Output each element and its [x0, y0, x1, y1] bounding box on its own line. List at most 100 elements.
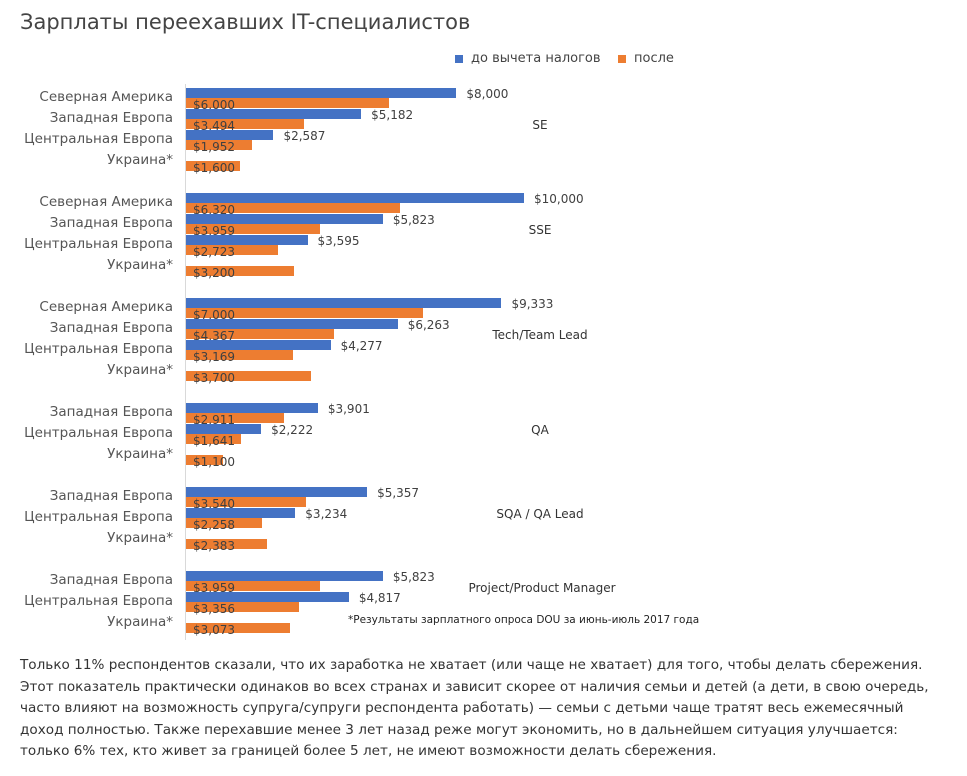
bar-after: [186, 371, 312, 381]
country-label: Украина*: [107, 446, 173, 462]
value-label-after: $3,700: [193, 371, 235, 385]
value-label-after: $4,367: [193, 329, 235, 343]
bar-after: [186, 602, 300, 612]
value-label-after: $2,911: [193, 413, 235, 427]
value-label-after: $1,100: [193, 455, 235, 469]
value-label-before: $9,333: [511, 297, 554, 311]
bar-after: [186, 539, 267, 549]
bar-before: [186, 487, 368, 497]
legend-label: после: [634, 51, 674, 66]
value-label-before: $10,000: [534, 192, 584, 206]
value-label-before: $2,222: [271, 423, 314, 437]
bar-after: [186, 434, 242, 444]
bar-after: [186, 245, 279, 255]
value-label-after: $1,600: [193, 161, 235, 175]
bar-after: [186, 266, 295, 276]
value-label-before: $5,823: [392, 213, 435, 227]
value-label-before: $3,595: [317, 234, 360, 248]
bar-after: [186, 497, 306, 507]
value-label-before: $3,901: [327, 402, 370, 416]
bar-after: [186, 350, 294, 360]
country-label: Северная Америка: [39, 299, 173, 315]
legend-before: до вычета налогов: [455, 51, 601, 66]
value-label-after: $3,073: [193, 623, 235, 637]
value-label-before: $4,817: [358, 591, 401, 605]
value-label-before: $5,823: [392, 570, 435, 584]
country-label: Западная Европа: [49, 110, 173, 126]
bar-chart: Северная Америка $8,000 $6,000 Западная Евр…: [24, 84, 616, 640]
group-label: SE: [532, 118, 548, 132]
value-label-after: $3,356: [193, 602, 235, 616]
group-label: SQA / QA Lead: [496, 506, 584, 521]
chart-title: Зарплаты переехавших IT-специалистов: [20, 10, 471, 34]
bar-after: [186, 161, 241, 171]
bar-before: [186, 88, 457, 98]
value-label-after: $3,200: [193, 266, 235, 280]
value-label-after: $7,000: [193, 308, 235, 322]
bar-after: [186, 308, 423, 318]
value-label-before: $6,263: [407, 318, 450, 332]
country-label: Северная Америка: [39, 194, 173, 210]
bar-before: [186, 571, 383, 581]
country-label: Центральная Европа: [24, 509, 173, 525]
value-label-before: $2,587: [283, 129, 326, 143]
bar-before: [186, 193, 524, 203]
country-label: Западная Европа: [49, 572, 173, 588]
bar-before: [186, 214, 383, 224]
value-label-before: $3,234: [305, 507, 348, 521]
country-label: Западная Европа: [49, 320, 173, 336]
country-label: Центральная Европа: [24, 593, 173, 609]
bar-after: [186, 581, 320, 591]
country-label: Украина*: [107, 152, 173, 168]
bar-after: [186, 413, 285, 423]
country-label: Центральная Европа: [24, 131, 173, 147]
value-label-before: $8,000: [466, 87, 509, 101]
value-label-after: $3,959: [193, 224, 235, 238]
value-label-after: $2,723: [193, 245, 235, 259]
bar-after: [186, 119, 305, 129]
country-label: Западная Европа: [49, 488, 173, 504]
bar-before: [186, 592, 349, 602]
country-label: Центральная Европа: [24, 341, 173, 357]
y-axis-line: [185, 84, 186, 640]
bar-after: [186, 224, 320, 234]
value-label-before: $4,277: [340, 339, 383, 353]
bar-after: [186, 623, 290, 633]
bar-before: [186, 424, 262, 434]
country-label: Центральная Европа: [24, 236, 173, 252]
bar-before: [186, 340, 331, 350]
bar-before: [186, 508, 296, 518]
value-label-after: $3,169: [193, 350, 235, 364]
country-label: Северная Америка: [39, 89, 173, 105]
group-label: SSE: [528, 223, 552, 237]
country-label: Западная Европа: [49, 404, 173, 420]
legend-swatch-orange: [618, 54, 626, 63]
country-label: Западная Европа: [49, 215, 173, 231]
bar-after: [186, 455, 224, 465]
legend-after: после: [618, 51, 674, 66]
group-label: QA: [531, 422, 549, 437]
value-label-after: $2,383: [193, 539, 235, 553]
country-label: Украина*: [107, 530, 173, 546]
value-label-after: $3,540: [193, 497, 235, 511]
bar-before: [186, 298, 502, 308]
value-label-before: $5,182: [371, 108, 414, 122]
value-label-after: $2,258: [193, 518, 235, 532]
bar-before: [186, 319, 398, 329]
bar-after: [186, 98, 389, 108]
bar-after: [186, 329, 334, 339]
bar-before: [186, 109, 362, 119]
bar-before: [186, 235, 308, 245]
bar-after: [186, 203, 400, 213]
value-label-after: $6,320: [193, 203, 235, 217]
country-label: Украина*: [107, 257, 173, 273]
value-label-after: $1,641: [193, 434, 235, 448]
value-label-after: $1,952: [193, 140, 235, 154]
country-label: Центральная Европа: [24, 425, 173, 441]
legend-label: до вычета налогов: [471, 51, 601, 66]
bar-before: [186, 403, 318, 413]
country-label: Украина*: [107, 362, 173, 378]
body-paragraph: Только 11% респондентов сказали, что их …: [20, 657, 929, 759]
value-label-after: $3,959: [193, 581, 235, 595]
group-label: Project/Product Manager: [468, 581, 616, 595]
